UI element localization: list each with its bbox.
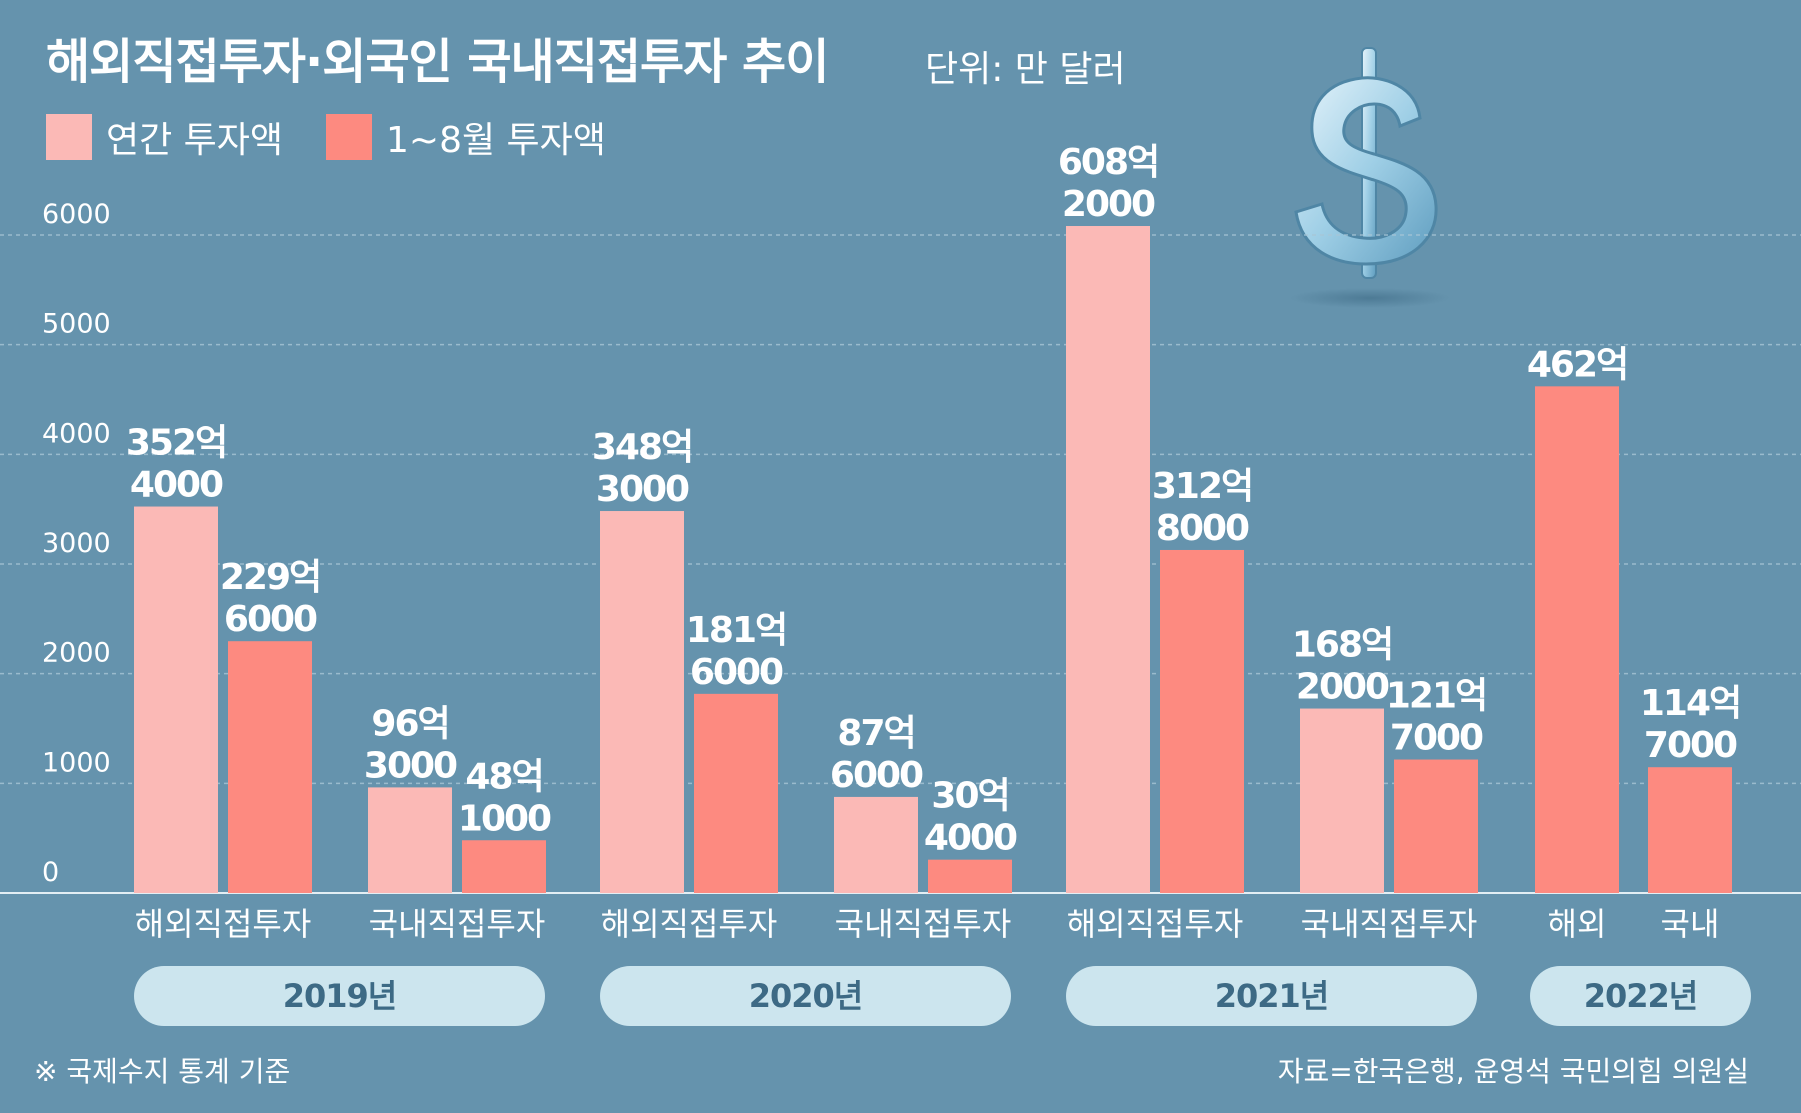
year-label: 2022년 [1584,977,1698,1015]
chart-title: 해외직접투자·외국인 국내직접투자 추이 [46,34,829,90]
y-tick-label: 2000 [42,638,111,669]
value-label: 4000 [130,465,223,506]
value-label: 6000 [830,755,923,796]
legend-jan-aug-label: 1~8월 투자액 [386,120,606,161]
value-label: 3000 [364,745,457,786]
value-label: 121억 [1386,676,1486,717]
dollar-sign-icon [1290,47,1450,308]
value-label: 87억 [837,713,914,754]
y-tick-label: 3000 [42,528,111,559]
bar-2019년-국내직접투자-annual [368,787,452,893]
value-label: 168억 [1292,625,1392,666]
legend-jan-aug: 1~8월 투자액 [326,112,606,162]
y-tick-label: 0 [42,857,59,888]
footnote: ※ 국제수지 통계 기준 [34,1055,291,1088]
source-note: 자료=한국은행, 윤영석 국민의힘 의원실 [1277,1055,1749,1088]
value-label: 4000 [924,818,1017,859]
bar-2021년-해외직접투자-annual [1066,226,1150,894]
category-label: 국내 [1661,905,1720,943]
bar-2019년-해외직접투자-annual [134,506,218,893]
value-label: 6000 [690,652,783,693]
value-label: 352억 [126,423,226,464]
category-label: 국내직접투자 [835,905,1012,943]
value-label: 96억 [371,703,448,744]
bar-2021년-해외직접투자-jan-aug [1160,549,1244,893]
bar-2020년-국내직접투자-jan-aug [928,859,1012,893]
year-pill [600,966,1011,1026]
value-label: 114억 [1640,683,1740,724]
value-label: 1000 [458,798,551,839]
value-label: 2000 [1296,667,1389,708]
y-tick-label: 1000 [42,747,111,778]
legend-jan-aug-swatch [326,114,372,160]
value-label: 608억 [1058,142,1158,183]
year-pill [134,966,545,1026]
year-label: 2021년 [1215,977,1329,1015]
legend-annual-swatch [46,114,92,160]
category-label: 해외직접투자 [1067,905,1244,943]
value-label: 181억 [686,610,786,651]
bar-2020년-국내직접투자-annual [834,796,918,893]
category-label: 해외직접투자 [601,905,778,943]
value-label: 7000 [1390,718,1483,759]
value-label: 48억 [465,756,542,797]
value-label: 348억 [592,427,692,468]
unit-label: 단위: 만 달러 [925,49,1126,90]
legend-annual-label: 연간 투자액 [106,120,284,161]
year-label: 2020년 [749,977,863,1015]
bar-2022년-해외-jan-aug [1535,386,1619,893]
bar-2021년-국내직접투자-annual [1300,708,1384,893]
year-label: 2019년 [283,977,397,1015]
value-label: 462억 [1527,344,1627,385]
value-label: 6000 [224,599,317,640]
year-pill [1530,966,1751,1026]
bar-2019년-해외직접투자-jan-aug [228,641,312,893]
y-tick-label: 4000 [42,418,111,449]
bar-2019년-국내직접투자-jan-aug [462,840,546,893]
category-label: 해외직접투자 [135,905,312,943]
value-label: 2000 [1062,184,1155,225]
value-label: 3000 [596,469,689,510]
bar-2020년-해외직접투자-jan-aug [694,693,778,893]
year-pill [1066,966,1477,1026]
y-tick-label: 6000 [42,199,111,230]
value-label: 7000 [1644,725,1737,766]
value-label: 229억 [220,557,320,598]
value-label: 30억 [931,776,1008,817]
bar-2020년-해외직접투자-annual [600,511,684,893]
bar-2021년-국내직접투자-jan-aug [1394,759,1478,893]
value-label: 8000 [1156,508,1249,549]
category-label: 해외 [1548,905,1607,943]
bar-2022년-국내-jan-aug [1648,767,1732,893]
category-label: 국내직접투자 [369,905,546,943]
category-label: 국내직접투자 [1301,905,1478,943]
y-tick-label: 5000 [42,309,111,340]
value-label: 312억 [1152,466,1252,507]
legend-annual: 연간 투자액 [46,112,283,162]
